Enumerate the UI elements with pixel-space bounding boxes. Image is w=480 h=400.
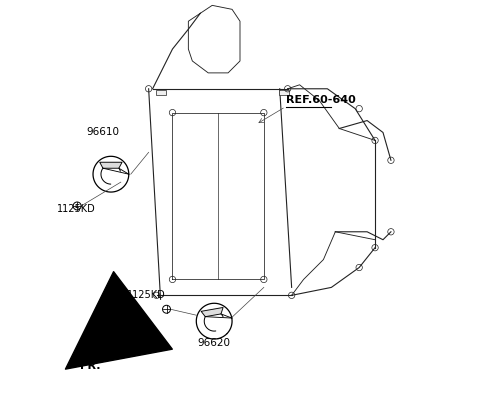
Polygon shape bbox=[201, 308, 223, 317]
Bar bbox=[156, 90, 166, 95]
Text: 96610: 96610 bbox=[86, 127, 120, 137]
Polygon shape bbox=[100, 162, 122, 168]
Text: FR.: FR. bbox=[80, 361, 101, 371]
Text: REF.60-640: REF.60-640 bbox=[286, 96, 355, 106]
Bar bbox=[279, 90, 288, 95]
Text: 1125KD: 1125KD bbox=[57, 204, 96, 214]
Text: 1125KD: 1125KD bbox=[127, 290, 166, 300]
Text: 96620: 96620 bbox=[198, 338, 231, 348]
